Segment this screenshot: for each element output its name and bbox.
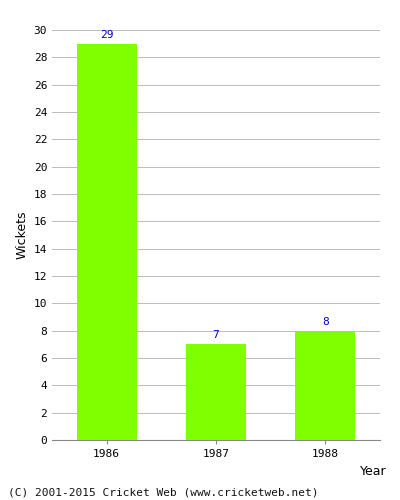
- Bar: [295, 330, 356, 440]
- Text: (C) 2001-2015 Cricket Web (www.cricketweb.net): (C) 2001-2015 Cricket Web (www.cricketwe…: [8, 488, 318, 498]
- Bar: [77, 44, 137, 440]
- Text: 29: 29: [100, 30, 114, 40]
- Text: 8: 8: [322, 316, 329, 326]
- Y-axis label: Wickets: Wickets: [15, 211, 28, 259]
- Text: 7: 7: [213, 330, 219, 340]
- X-axis label: Year: Year: [360, 464, 386, 477]
- Bar: [186, 344, 246, 440]
